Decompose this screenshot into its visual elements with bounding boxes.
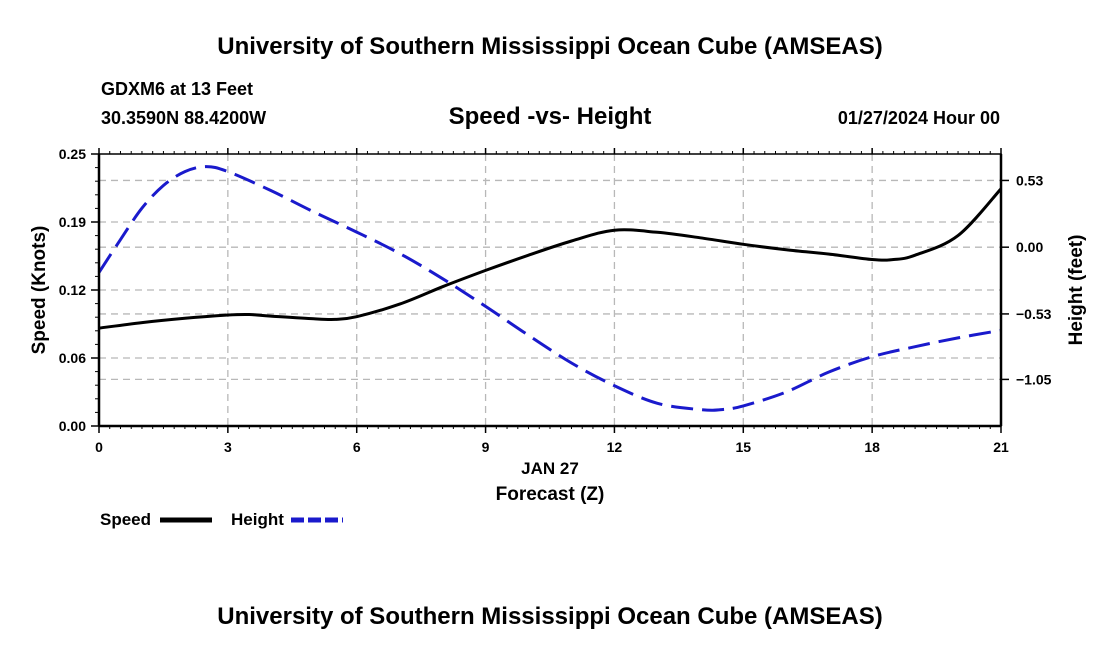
y-tick-label: 0.12 <box>59 282 86 298</box>
y-tick-label: 0.19 <box>59 214 86 230</box>
speed-series-line <box>98 187 1003 330</box>
x-tick-label: 21 <box>993 439 1009 455</box>
axis-tick-labels: 0 3 6 9 12 15 18 21 0.00 0.06 0.12 0.19 0.25 0.53 0.00… <box>59 146 1052 455</box>
legend-speed-label: Speed <box>100 510 151 529</box>
legend: Speed Height <box>100 510 343 529</box>
x-tick-label: 18 <box>864 439 880 455</box>
y-tick-label: 0.06 <box>59 350 86 366</box>
page-title: University of Southern Mississippi Ocean… <box>217 33 882 60</box>
x-tick-label: 12 <box>607 439 623 455</box>
y2-tick-label: −1.05 <box>1016 371 1052 387</box>
height-series-line <box>97 165 1002 412</box>
y-axis-label: Speed (Knots) <box>29 226 50 355</box>
y-tick-label: 0.00 <box>59 418 86 434</box>
x-tick-label: 3 <box>224 439 232 455</box>
y2-axis-label: Height (feet) <box>1066 235 1087 346</box>
chart-title: Speed -vs- Height <box>449 103 652 130</box>
forecast-datetime: 01/27/2024 Hour 00 <box>838 108 1000 128</box>
station-label: GDXM6 at 13 Feet <box>101 79 253 99</box>
station-coordinates: 30.3590N 88.4200W <box>101 108 266 128</box>
x-tick-label: 9 <box>482 439 490 455</box>
legend-height-label: Height <box>231 510 284 529</box>
footer-title: University of Southern Mississippi Ocean… <box>217 603 882 630</box>
x-tick-label: 0 <box>95 439 103 455</box>
y-tick-label: 0.25 <box>59 146 86 162</box>
y2-tick-label: 0.53 <box>1016 172 1043 188</box>
grid-lines <box>99 154 1001 426</box>
x-tick-label: 6 <box>353 439 361 455</box>
x-tick-label: 15 <box>735 439 751 455</box>
y2-tick-label: −0.53 <box>1016 306 1052 322</box>
x-axis-date-label: JAN 27 <box>521 459 579 478</box>
series-lines <box>97 165 1003 412</box>
x-axis-label: Forecast (Z) <box>496 484 605 505</box>
y2-tick-label: 0.00 <box>1016 239 1043 255</box>
